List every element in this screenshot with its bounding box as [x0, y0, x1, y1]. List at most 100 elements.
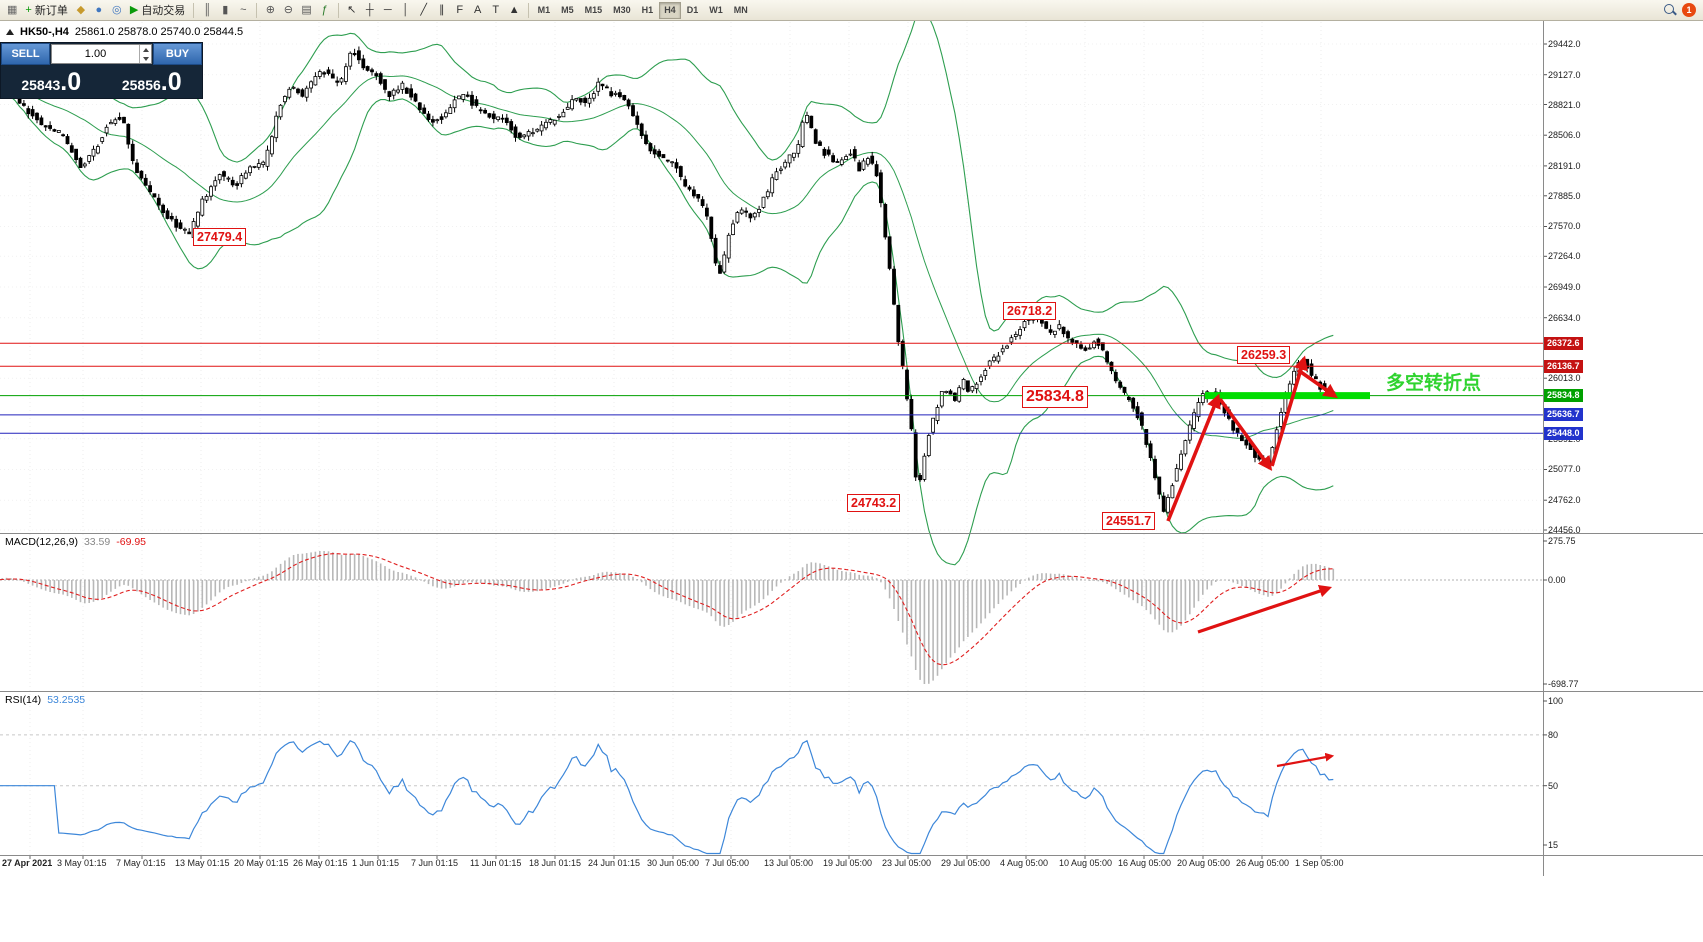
notification-badge[interactable]: 1 [1682, 3, 1696, 17]
candlestick-chart-icon: ▮ [222, 4, 229, 16]
sell-button[interactable]: SELL [1, 43, 50, 65]
bar-chart-icon[interactable]: ║ [198, 1, 216, 19]
profiles-icon[interactable]: ◆ [72, 1, 90, 19]
price-annotation[interactable]: 25834.8 [1022, 386, 1088, 408]
time-axis-label: 7 Jul 05:00 [705, 858, 750, 868]
crosshair-icon[interactable]: ┼ [361, 1, 379, 19]
timeframe-w1[interactable]: W1 [709, 5, 723, 15]
price-tag[interactable]: 25448.0 [1544, 426, 1583, 440]
arrows-icon: ▲ [508, 4, 520, 16]
trendline-icon[interactable]: ╱ [415, 1, 433, 19]
new-order-button: + [25, 4, 32, 16]
price-tag[interactable]: 25636.7 [1544, 408, 1583, 422]
bar-chart-icon: ║ [203, 4, 212, 16]
time-axis-label: 10 Aug 05:00 [1059, 858, 1113, 868]
price-axis-label: 27885.0 [1548, 190, 1581, 201]
new-order-button-label: 新订单 [34, 5, 68, 17]
price-tag[interactable]: 26372.6 [1544, 336, 1583, 350]
market-watch-icon[interactable]: ● [90, 1, 108, 19]
volume-down-icon[interactable] [140, 54, 151, 63]
price-annotation[interactable]: 24743.2 [847, 494, 901, 512]
time-axis-label: 19 Jul 05:00 [823, 858, 873, 868]
search-icon[interactable] [1663, 3, 1677, 17]
buy-price-pips: .0 [160, 68, 182, 96]
time-axis-label: 1 Jun 01:15 [352, 858, 400, 868]
time-axis-label: 13 Jul 05:00 [764, 858, 814, 868]
trade-panel-controls: SELL 1.00 BUY [1, 43, 202, 65]
volume-up-icon[interactable] [140, 45, 151, 54]
price-annotation[interactable]: 27479.4 [193, 228, 247, 246]
timeframe-m1[interactable]: M1 [537, 5, 551, 15]
cursor-icon[interactable]: ↖ [343, 1, 361, 19]
macd-axis-label: -698.77 [1548, 679, 1579, 689]
rsi-label: RSI(14) 53.2535 [5, 694, 85, 706]
macd-axis-label: 0.00 [1548, 575, 1566, 585]
timeframe-m15[interactable]: M15 [584, 5, 603, 15]
time-axis-label: 26 Aug 05:00 [1236, 858, 1290, 868]
horizontal-line-icon[interactable]: ─ [379, 1, 397, 19]
price-axis-label: 29127.0 [1548, 69, 1581, 80]
tile-windows-icon[interactable]: ▤ [297, 1, 315, 19]
time-axis-label: 20 May 01:15 [234, 858, 289, 868]
indicators-icon[interactable]: ƒ [316, 1, 334, 19]
timeframe-h1[interactable]: H1 [641, 5, 654, 15]
time-axis-label: 18 Jun 01:15 [529, 858, 582, 868]
price-annotation[interactable]: 26259.3 [1237, 346, 1291, 364]
trendline-icon: ╱ [420, 4, 428, 16]
price-annotation[interactable]: 26718.2 [1003, 302, 1057, 320]
zoom-out-icon: ⊖ [283, 4, 293, 16]
zoom-in-icon[interactable]: ⊕ [261, 1, 279, 19]
timeframe-h4[interactable]: H4 [659, 1, 681, 19]
timeframe-m5[interactable]: M5 [561, 5, 574, 15]
rsi-arrow [1276, 752, 1335, 768]
zoom-out-icon[interactable]: ⊖ [279, 1, 297, 19]
rsi-axis-label: 100 [1548, 696, 1564, 706]
toolbar-right: 1 [1663, 3, 1700, 17]
candlestick-chart-icon[interactable]: ▮ [216, 1, 234, 19]
new-order-button[interactable]: + 新订单 [21, 1, 71, 19]
arrows-icon[interactable]: ▲ [505, 1, 524, 19]
price-tag[interactable]: 25834.8 [1544, 389, 1583, 403]
auto-trading-button: ▶ [129, 4, 139, 16]
timeframe-mn[interactable]: MN [733, 5, 748, 15]
fibonacci-icon[interactable]: F [451, 1, 469, 19]
volume-stepper[interactable] [139, 45, 151, 63]
price-tag[interactable]: 26136.7 [1544, 359, 1583, 373]
price-annotation[interactable]: 24551.7 [1102, 512, 1156, 530]
toolbar-groups: ▦ + 新订单 ◆ ● ◎ ▶ 自动交易 ║ ▮ ~ ⊕ ⊖ ▤ ƒ ↖ ┼ ─ │ ╱ ∥ F A T ▲ [3, 1, 524, 19]
buy-price[interactable]: 25856 .0 [102, 65, 203, 98]
time-axis-label: 3 May 01:15 [57, 858, 107, 868]
auto-trading-button[interactable]: ▶ 自动交易 [126, 1, 189, 19]
time-axis-label: 29 Jul 05:00 [941, 858, 991, 868]
timeframe-m30[interactable]: M30 [613, 5, 631, 15]
macd-signal-line [0, 553, 1334, 666]
text-icon[interactable]: A [469, 1, 487, 19]
time-axis-label: 26 May 01:15 [293, 858, 348, 868]
toolbar-separator [527, 2, 529, 18]
line-chart-icon[interactable]: ~ [234, 1, 252, 19]
volume-input[interactable]: 1.00 [51, 44, 152, 64]
sell-price[interactable]: 25843 .0 [1, 65, 102, 98]
vertical-line-icon[interactable]: │ [397, 1, 415, 19]
channel-icon[interactable]: ∥ [433, 1, 451, 19]
data-window-icon[interactable]: ◎ [108, 1, 126, 19]
macd-histogram [1, 551, 1335, 684]
volume-value[interactable]: 1.00 [84, 48, 107, 60]
time-axis-label: 4 Aug 05:00 [1000, 858, 1049, 868]
label-icon: T [492, 4, 500, 16]
label-icon[interactable]: T [487, 1, 505, 19]
turning-point-label[interactable]: 多空转折点 [1386, 373, 1482, 394]
timeframe-d1[interactable]: D1 [686, 5, 699, 15]
new-chart-icon[interactable]: ▦ [3, 1, 21, 19]
vertical-line-icon: │ [402, 4, 410, 16]
collapse-panel-icon[interactable] [6, 29, 14, 35]
price-axis-label: 26634.0 [1548, 312, 1581, 323]
trend-arrow [1166, 393, 1221, 522]
buy-button[interactable]: BUY [153, 43, 202, 65]
time-axis-label: 23 Jul 05:00 [882, 858, 932, 868]
chart-header: HK50-,H4 25861.0 25878.0 25740.0 25844.5 [6, 26, 243, 38]
macd-axis-label: 275.75 [1548, 536, 1576, 546]
time-axis-label: 16 Aug 05:00 [1118, 858, 1172, 868]
price-axis-label: 26013.0 [1548, 373, 1581, 384]
